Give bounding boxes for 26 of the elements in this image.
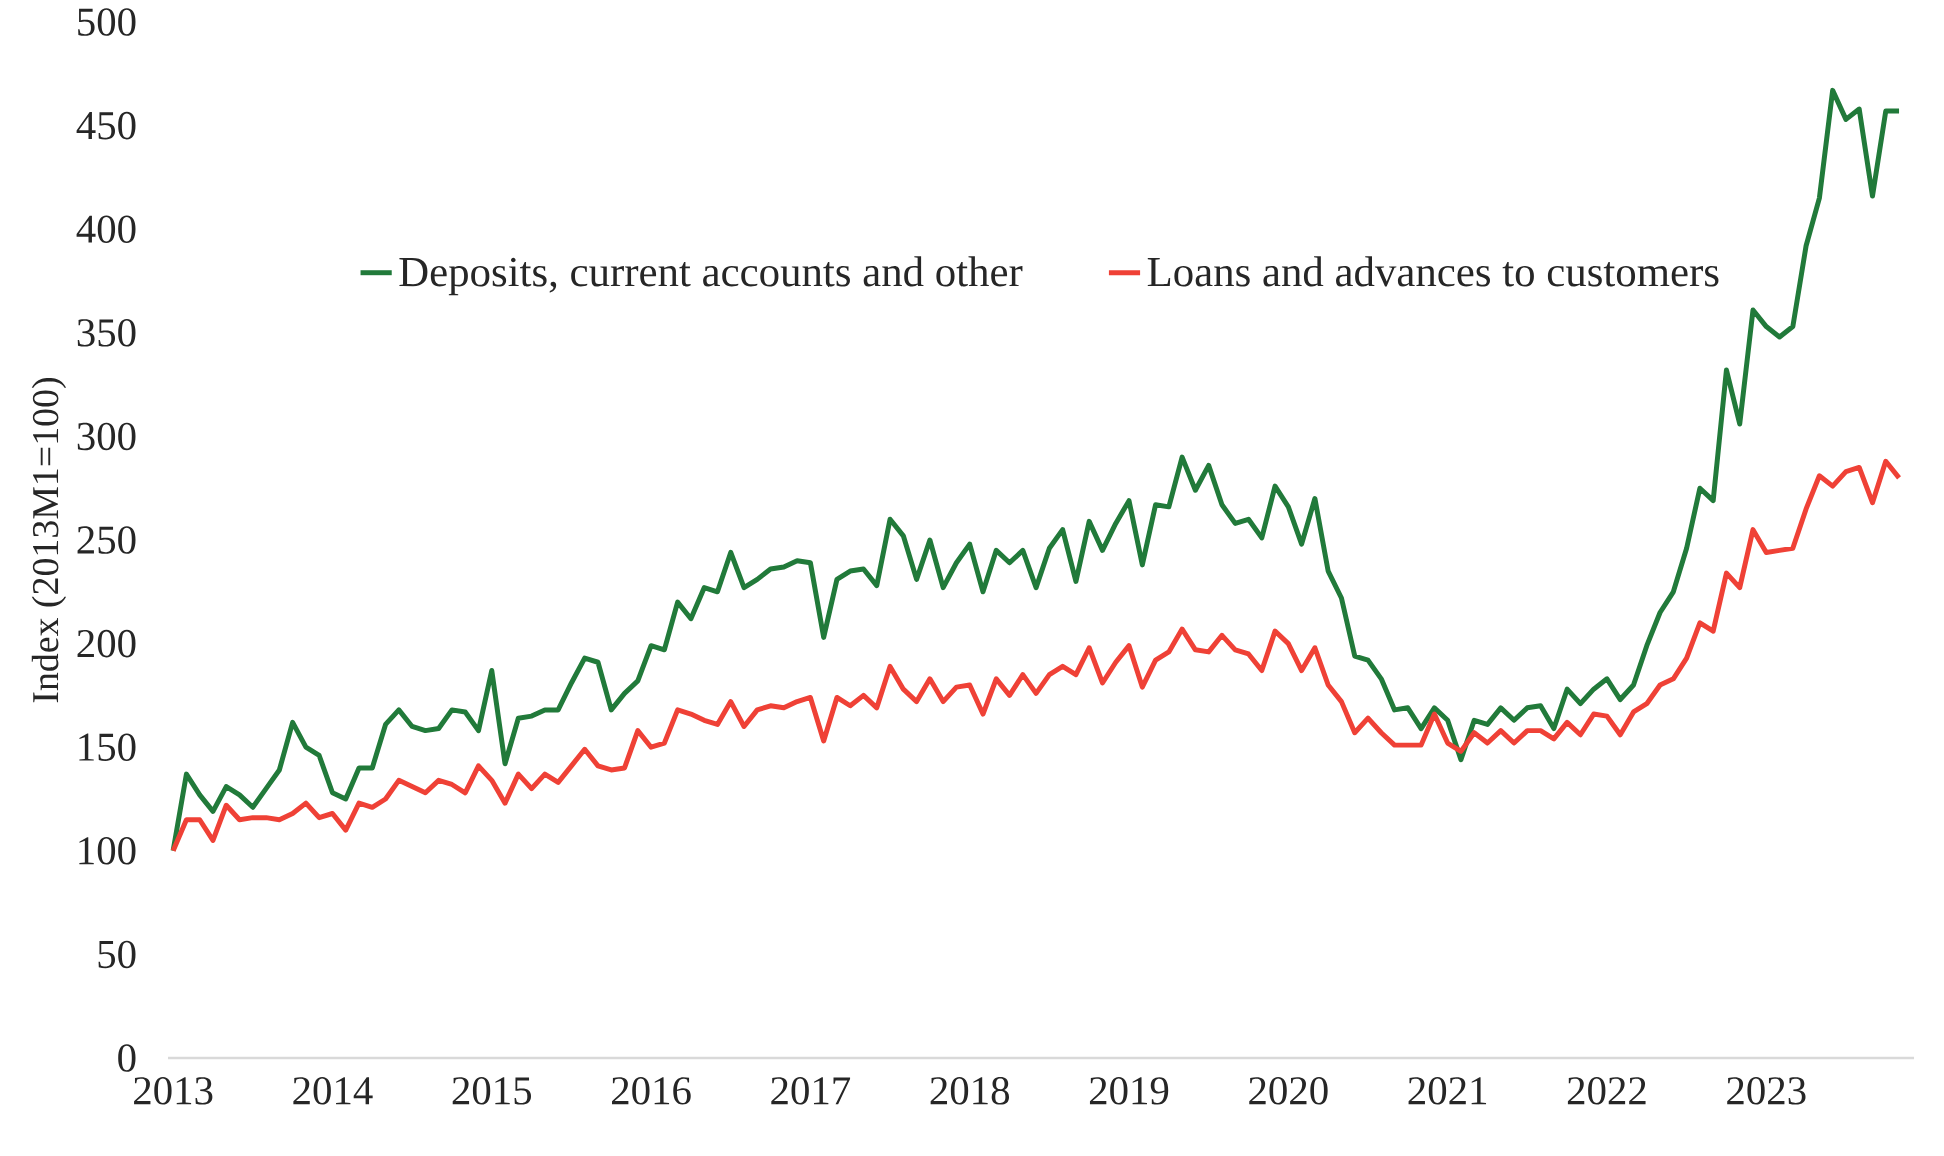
y-tick-label: 100 [79,837,136,865]
x-tick-label: 2015 [452,1077,531,1105]
legend-label: Deposits, current accounts and other [399,256,1023,296]
y-tick-label: 0 [118,1044,136,1072]
x-tick-label: 2018 [930,1077,1010,1105]
y-tick-label: 500 [78,8,136,36]
x-tick-label: 2014 [293,1077,373,1105]
y-tick-label: 150 [79,733,136,761]
x-tick-label: 2019 [1089,1077,1169,1105]
y-tick-label: 200 [77,629,136,658]
y-tick-label: 450 [76,111,136,140]
x-tick-label: 2017 [771,1077,851,1105]
y-axis-title: Index (2013M1=100) [31,378,67,703]
x-tick-label: 2013 [134,1077,213,1105]
x-tick-label: 2020 [1249,1077,1328,1105]
x-tick-label: 2016 [612,1077,691,1105]
legend-label: Loans and advances to customers [1147,256,1719,287]
y-tick-label: 300 [77,422,136,451]
x-tick-label: 2021 [1408,1077,1487,1105]
y-tick-label: 50 [98,940,136,969]
x-tick-label: 2022 [1567,1077,1646,1105]
y-tick-label: 350 [77,319,136,347]
y-tick-label: 400 [76,215,136,243]
y-tick-label: 250 [77,526,136,554]
x-tick-label: 2023 [1727,1077,1806,1105]
line-series [170,87,1902,854]
